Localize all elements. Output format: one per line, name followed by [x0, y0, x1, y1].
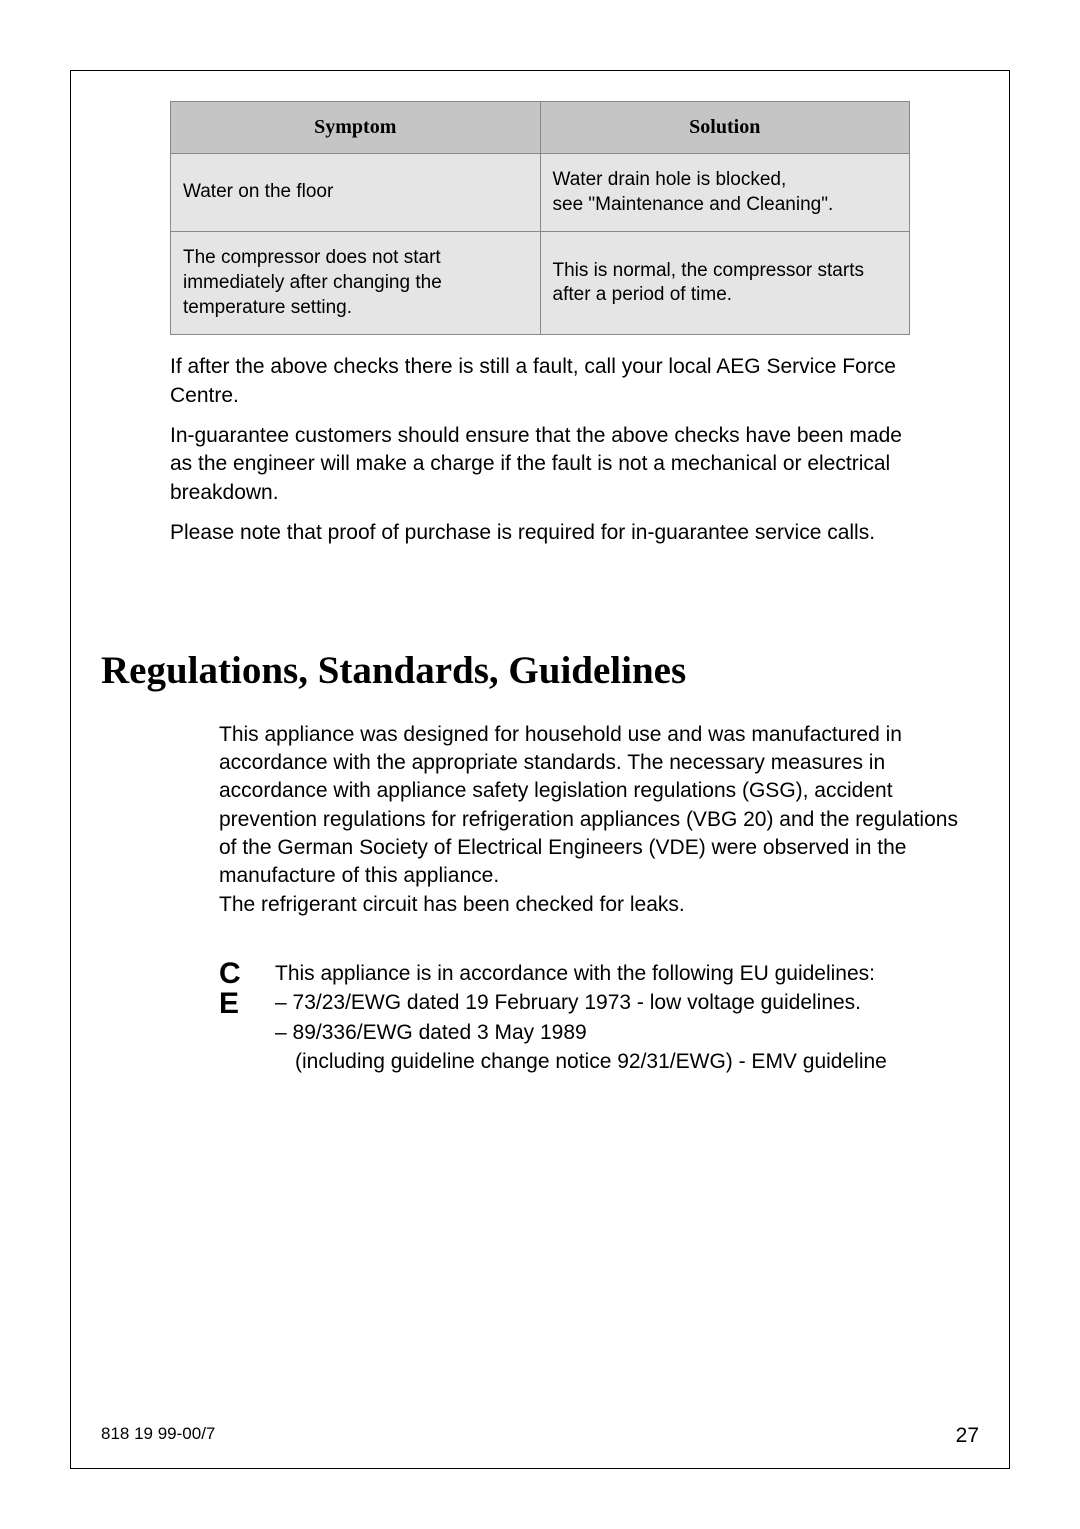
ce-item: – 89/336/EWG dated 3 May 1989 — [275, 1021, 587, 1044]
ce-item-sub: (including guideline change notice 92/31… — [275, 1047, 887, 1076]
regulations-text-block: This appliance was designed for househol… — [219, 721, 959, 1077]
cell-solution: This is normal, the compressor starts af… — [540, 232, 910, 335]
body-text-block: If after the above checks there is still… — [170, 353, 910, 547]
table-header-symptom: Symptom — [171, 102, 541, 154]
cell-symptom: The compressor does not start immediatel… — [171, 232, 541, 335]
troubleshoot-table: Symptom Solution Water on the floor Wate… — [170, 101, 910, 335]
content-frame: Symptom Solution Water on the floor Wate… — [70, 70, 1010, 1469]
ce-text: This appliance is in accordance with the… — [275, 959, 887, 1077]
regulations-paragraph: This appliance was designed for househol… — [219, 721, 959, 919]
table-row: Water on the floor Water drain hole is b… — [171, 154, 910, 232]
ce-intro: This appliance is in accordance with the… — [275, 962, 875, 985]
doc-reference: 818 19 99-00/7 — [101, 1424, 215, 1448]
cell-solution: Water drain hole is blocked,see "Mainten… — [540, 154, 910, 232]
page: Symptom Solution Water on the floor Wate… — [0, 0, 1080, 1529]
section-heading: Regulations, Standards, Guidelines — [101, 648, 979, 693]
page-footer: 818 19 99-00/7 27 — [101, 1424, 979, 1448]
page-number: 27 — [956, 1424, 979, 1448]
body-paragraph: In-guarantee customers should ensure tha… — [170, 422, 910, 507]
body-paragraph: If after the above checks there is still… — [170, 353, 910, 410]
ce-block: C E This appliance is in accordance with… — [219, 959, 959, 1077]
ce-mark-icon: C E — [219, 959, 275, 1077]
table-header-solution: Solution — [540, 102, 910, 154]
body-paragraph: Please note that proof of purchase is re… — [170, 519, 910, 547]
table-row: The compressor does not start immediatel… — [171, 232, 910, 335]
ce-item: – 73/23/EWG dated 19 February 1973 - low… — [275, 991, 861, 1014]
cell-symptom: Water on the floor — [171, 154, 541, 232]
